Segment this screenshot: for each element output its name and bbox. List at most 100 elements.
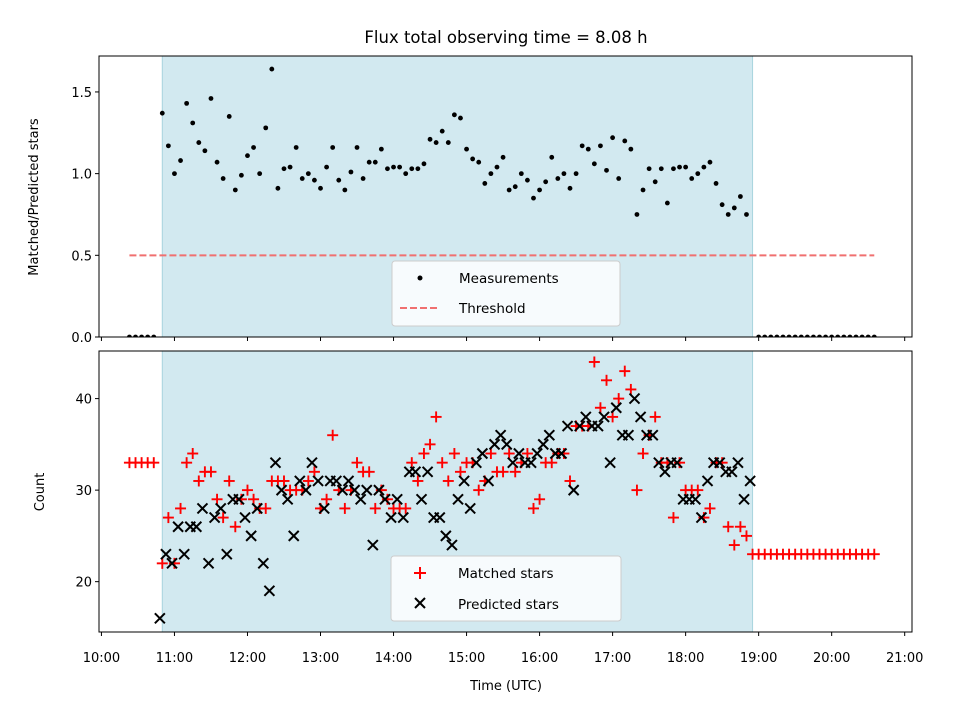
measurement-point [531, 195, 536, 201]
predicted-star-point [385, 511, 397, 524]
predicted-star-point [561, 420, 574, 432]
predicted-star-b [458, 475, 470, 487]
matched-star-point [187, 448, 199, 460]
predicted-star-point [659, 466, 671, 478]
predicted-star-point [513, 447, 525, 460]
y-tick-label: 0.0 [71, 331, 92, 346]
predicted-star-point [361, 484, 373, 496]
measurement-point [464, 146, 469, 152]
predicted-star-point [354, 493, 367, 505]
legend-label-predicted: Predicted stars [458, 597, 559, 613]
predicted-star-point [373, 484, 385, 496]
measurement-point [342, 187, 348, 193]
predicted-star-point [263, 585, 276, 597]
predicted-star-b [160, 548, 172, 560]
measurement-point [719, 202, 725, 208]
measurement-point [238, 172, 244, 178]
x-tick-label: 20:00 [813, 651, 850, 666]
predicted-star-b [421, 466, 434, 478]
predicted-star-point [574, 420, 586, 432]
matched-star-point [619, 365, 631, 377]
predicted-star-b [318, 502, 330, 515]
matched-star-point [424, 438, 436, 450]
measurement-point [725, 212, 731, 217]
predicted-star-b [269, 456, 282, 469]
predicted-star-point [415, 493, 428, 505]
measurement-point [671, 166, 676, 172]
predicted-star-b [306, 456, 318, 469]
measurement-point [433, 140, 439, 145]
x-tick-label: 12:00 [229, 651, 266, 666]
measurement-point [798, 334, 804, 337]
predicted-star-point [409, 466, 422, 478]
predicted-star-point [379, 493, 391, 505]
measurement-point [573, 171, 579, 177]
measurement-point [500, 154, 506, 160]
measurement-point [780, 334, 786, 337]
measurement-point [202, 148, 208, 154]
predicted-star-point [555, 447, 568, 460]
measurement-point [543, 179, 549, 185]
predicted-star-b [494, 429, 507, 441]
predicted-star-b [659, 466, 671, 478]
matched-star-point [327, 429, 339, 441]
predicted-star-point [275, 484, 288, 496]
predicted-star-point [525, 456, 537, 469]
measurement-point [737, 194, 743, 199]
measurement-point [214, 159, 220, 165]
predicted-star-point [208, 511, 221, 524]
matched-star-point [442, 475, 454, 487]
matched-star-point [406, 457, 418, 469]
predicted-star-b [592, 420, 604, 432]
measurement-point [689, 176, 695, 181]
measurement-point [871, 334, 877, 337]
matched-star-point [430, 411, 442, 423]
measurement-point [652, 179, 658, 185]
predicted-star-point [154, 612, 166, 624]
predicted-star-point [634, 411, 647, 423]
y-tick-label: 30 [75, 484, 92, 499]
matched-star-point [546, 457, 558, 469]
predicted-star-b [726, 466, 738, 478]
predicted-star-point [251, 502, 263, 515]
matched-star-point [521, 448, 533, 460]
measurement-point [555, 176, 561, 181]
top-y-axis-label: Matched/Predicted stars [27, 118, 42, 276]
measurement-point [318, 185, 323, 191]
measurement-point [585, 146, 591, 152]
matched-star-point [156, 557, 168, 569]
bottom-legend-box [390, 555, 622, 622]
legend-label-threshold: Threshold [458, 301, 526, 317]
predicted-star-point [695, 511, 708, 524]
measurement-point [482, 181, 488, 186]
measurement-point [232, 187, 238, 193]
predicted-star-b [567, 484, 580, 496]
predicted-star-b [501, 438, 513, 451]
legend-label-measurements: Measurements [459, 271, 559, 287]
measurement-point [859, 334, 865, 337]
predicted-star-b [440, 530, 452, 542]
matched-star-point [649, 411, 661, 423]
predicted-star-b [513, 447, 525, 460]
x-tick-label: 11:00 [156, 651, 193, 666]
matched-star-point [302, 475, 314, 487]
x-tick-label: 10:00 [83, 651, 120, 666]
predicted-star-b [634, 411, 647, 423]
measurement-point [184, 100, 190, 106]
predicted-star-point [726, 466, 738, 478]
matched-star-point [564, 475, 576, 487]
predicted-star-b [166, 557, 178, 570]
predicted-star-point [653, 456, 665, 469]
matched-star-point [485, 448, 497, 460]
matched-star-point [509, 466, 521, 478]
predicted-star-point [397, 511, 409, 524]
predicted-star-point [312, 475, 324, 487]
predicted-star-b [397, 511, 409, 524]
top-axis-ticks: 0.0 0.5 1.0 1.5 [71, 86, 906, 346]
measurement-point [305, 171, 311, 177]
predicted-star-b [178, 548, 190, 560]
predicted-star-point [671, 456, 683, 469]
predicted-star-b [239, 511, 251, 524]
measurement-point [525, 177, 530, 183]
measurement-point [330, 145, 336, 150]
